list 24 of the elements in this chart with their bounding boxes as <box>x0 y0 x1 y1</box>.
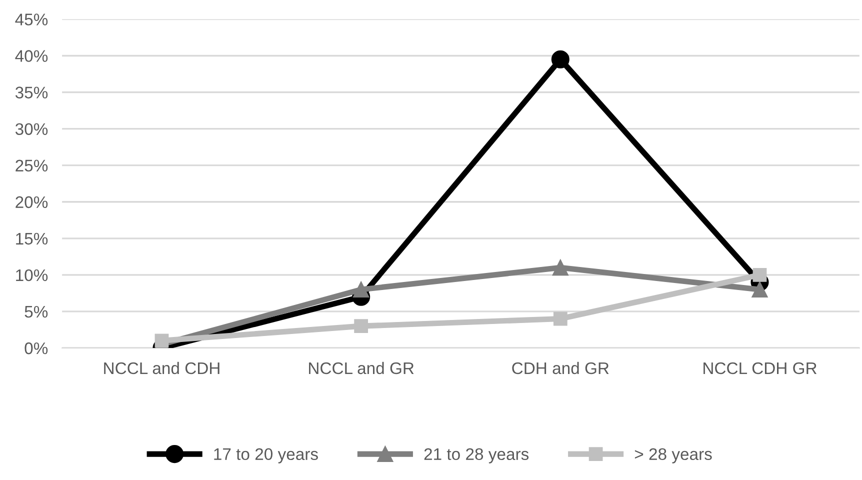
y-tick-label: 10% <box>16 269 48 282</box>
point <box>752 282 768 298</box>
point <box>553 312 568 326</box>
legend-label: 21 to 28 years <box>424 448 529 464</box>
y-tick-label: 40% <box>15 50 48 62</box>
y-tick-label: 25% <box>16 160 48 172</box>
point <box>551 50 570 68</box>
x-tick-label: NCCL and GR <box>309 362 414 374</box>
legend-label: 17 to 20 years <box>214 448 318 464</box>
x-tick-label: NCCL CDH GR <box>704 362 817 374</box>
x-tick-label: NCCL and CDH <box>104 362 220 374</box>
y-tick-label: 0% <box>24 342 48 354</box>
point <box>353 282 370 298</box>
y-tick-label: 20% <box>16 196 48 208</box>
legend-label: > 28 years <box>634 448 712 464</box>
point <box>752 268 767 282</box>
y-tick-label: 30% <box>15 123 48 136</box>
y-tick-label: 45% <box>15 14 48 26</box>
point <box>552 260 568 276</box>
point <box>354 319 368 334</box>
y-tick-label: 15% <box>16 232 48 245</box>
y-tick-label: 35% <box>15 86 48 98</box>
x-tick-label: CDH and GR <box>512 362 609 374</box>
y-tick-label: 5% <box>24 306 48 318</box>
